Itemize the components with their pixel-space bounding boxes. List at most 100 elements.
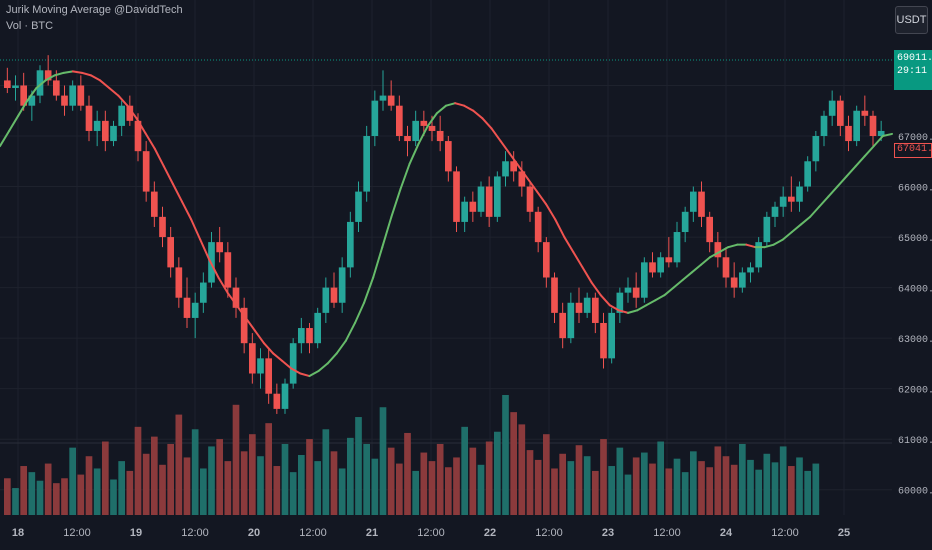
candle-body	[322, 287, 330, 313]
jma-segment	[353, 301, 366, 324]
candle-body	[714, 242, 722, 258]
candle-body	[788, 196, 795, 202]
candle-body	[232, 287, 240, 308]
volume-bar	[298, 455, 305, 515]
volume-bar	[12, 488, 19, 515]
candle-body	[224, 252, 232, 288]
candle-body	[338, 267, 346, 303]
jma-segment	[171, 183, 184, 203]
candle-body	[804, 161, 811, 187]
volume-bar	[265, 423, 272, 515]
volume-bar	[314, 461, 321, 515]
x-tick-label: 24	[720, 527, 733, 539]
jma-segment	[80, 71, 93, 77]
jma-segment	[690, 263, 702, 274]
jma-segment	[208, 258, 220, 279]
candle-body	[240, 307, 248, 344]
candle-body	[461, 201, 468, 222]
jma-segment	[326, 352, 338, 365]
candle-body	[706, 216, 713, 243]
volume-bar	[641, 452, 648, 515]
jma-segment	[71, 70, 83, 74]
jma-segment	[53, 71, 65, 77]
y-tick-label: 64000.0	[898, 285, 932, 296]
jma-segment	[308, 369, 320, 378]
candle-body	[624, 287, 632, 293]
volume-bar	[322, 429, 330, 515]
volume-bar	[338, 468, 346, 515]
x-tick-label: 12:00	[417, 527, 445, 539]
volume-bar	[371, 458, 379, 515]
jma-segment	[181, 200, 193, 221]
jma-segment	[472, 109, 484, 120]
candle-body	[730, 277, 738, 288]
jma-segment	[290, 367, 302, 375]
volume-bar	[714, 446, 722, 515]
volume-bar	[567, 461, 575, 515]
volume-bar	[502, 395, 509, 515]
candle-body	[371, 100, 379, 137]
jma-segment	[281, 359, 293, 370]
y-tick-label: 62000.0	[898, 386, 932, 397]
candle-body	[159, 216, 166, 238]
candle-body	[837, 100, 844, 126]
jma-segment	[162, 165, 174, 186]
volume-bar	[85, 456, 93, 515]
volume-bar	[200, 468, 207, 515]
candle-body	[796, 186, 803, 202]
candle-body	[469, 201, 477, 212]
jma-segment	[17, 99, 29, 117]
volume-bar	[118, 461, 125, 515]
candle-body	[592, 297, 599, 323]
volume-bar	[257, 456, 264, 515]
candle-body	[747, 267, 754, 273]
jma-price-label: 67041.2	[894, 143, 932, 158]
jma-segment	[763, 243, 775, 249]
volume-bar	[61, 478, 68, 515]
x-tick-label: 12:00	[771, 527, 799, 539]
candle-body	[543, 242, 550, 278]
jma-segment	[135, 117, 147, 135]
volume-bar	[306, 439, 313, 515]
candle-body	[306, 328, 313, 344]
candle-body	[44, 70, 52, 81]
candle-body	[583, 297, 591, 313]
candle-body	[20, 85, 27, 106]
volume-bar	[110, 479, 117, 515]
volume-bar	[159, 464, 166, 515]
volume-bar	[812, 463, 820, 515]
y-tick-label: 67000.0	[898, 133, 932, 144]
currency-button[interactable]: USDT	[895, 6, 928, 34]
jma-segment	[872, 135, 884, 148]
candle-body	[445, 141, 452, 172]
volume-bar	[779, 446, 787, 515]
volume-bar	[616, 447, 624, 515]
candle-body	[845, 125, 852, 142]
candle-body	[616, 292, 624, 313]
x-tick-label: 18	[12, 527, 24, 539]
last-price-badge: 69011.4 29:11	[894, 50, 932, 90]
jma-segment	[781, 231, 793, 241]
volume-bar	[804, 470, 811, 515]
candle-body	[665, 257, 673, 263]
volume-bar	[657, 441, 664, 515]
jma-segment	[727, 243, 739, 249]
indicator-legend: Jurik Moving Average @DaviddTech	[6, 4, 183, 16]
candle-body	[494, 176, 501, 217]
candle-body	[93, 120, 101, 131]
candle-body	[102, 120, 109, 142]
jma-segment	[481, 117, 493, 130]
candle-body	[142, 151, 150, 192]
candle-body	[681, 211, 689, 233]
volume-bar	[404, 432, 411, 515]
volume-bar	[494, 431, 501, 515]
volume-bar	[151, 436, 158, 515]
volume-bar	[755, 469, 762, 515]
jma-segment	[790, 223, 802, 234]
candle-body	[151, 191, 158, 217]
jma-segment	[617, 309, 630, 314]
jma-segment	[299, 372, 311, 378]
volume-bar	[698, 461, 705, 515]
y-tick-label: 63000.0	[898, 335, 932, 346]
